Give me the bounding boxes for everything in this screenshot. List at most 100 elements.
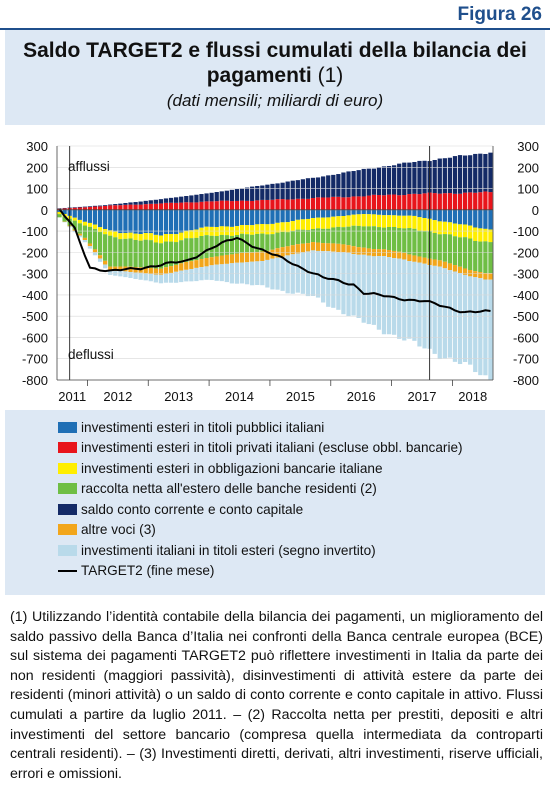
chart-title: Saldo TARGET2 e flussi cumulati della bi… (5, 38, 545, 88)
bar-segment (244, 209, 250, 226)
x-tick-label: 2014 (225, 389, 254, 404)
bar-segment (143, 273, 148, 281)
bar-segment (280, 209, 285, 223)
bar-segment (194, 229, 199, 238)
bar-segment (473, 153, 478, 193)
bar-segment (300, 209, 306, 220)
bar-segment (473, 240, 478, 272)
bar-segment (437, 266, 442, 360)
bar-segment (255, 251, 260, 262)
bar-segment (417, 160, 422, 195)
legend-item: investimenti italiani in titoli esteri (… (58, 540, 376, 560)
bar-segment (468, 276, 473, 365)
bar-segment (361, 254, 366, 323)
bar-segment (204, 266, 209, 280)
legend-swatch (58, 544, 77, 556)
bar-segment (229, 209, 235, 227)
bar-segment (82, 237, 88, 241)
bar-segment (224, 200, 229, 210)
bar-segment (275, 248, 280, 258)
bar-segment (346, 209, 351, 216)
bar-segment (57, 209, 62, 212)
bar-segment (82, 207, 88, 210)
bar-segment (412, 209, 417, 216)
legend-label: investimenti italiani in titoli esteri (… (81, 542, 376, 558)
bar-segment (133, 239, 138, 268)
bar-segment (224, 209, 229, 227)
bar-segment (133, 204, 138, 210)
bar-segment (138, 201, 143, 205)
bar-segment (158, 235, 164, 244)
bar-segment (412, 255, 417, 262)
bar-segment (300, 243, 306, 253)
bar-segment (295, 219, 300, 230)
bar-segment (457, 237, 463, 267)
bar-segment (229, 263, 235, 284)
bar-segment (432, 193, 437, 210)
bar-segment (478, 272, 483, 279)
bar-segment (148, 233, 153, 241)
bar-segment (361, 247, 366, 255)
bar-segment (168, 233, 174, 242)
bar-segment (422, 209, 427, 219)
bar-segment (392, 226, 397, 251)
bar-segment (123, 203, 128, 205)
bar-segment (204, 258, 209, 267)
bar-segment (437, 260, 442, 267)
bar-segment (300, 198, 306, 210)
bar-segment (315, 209, 321, 218)
bar-segment (189, 195, 194, 203)
bar-segment (452, 223, 458, 237)
bar-segment (214, 256, 219, 265)
bar-segment (412, 193, 417, 210)
bar-segment (204, 235, 209, 259)
figure-label: Figura 26 (457, 4, 542, 25)
bar-segment (397, 209, 402, 216)
bar-segment (402, 162, 407, 196)
bar-segment (275, 199, 280, 210)
bar-segment (214, 264, 219, 281)
bar-segment (184, 202, 189, 210)
bar-segment (82, 225, 88, 238)
bar-segment (163, 267, 169, 274)
bar-segment (478, 209, 483, 229)
bar-segment (371, 214, 376, 227)
bar-segment (407, 194, 412, 210)
bar-segment (321, 243, 326, 252)
bar-segment (310, 198, 316, 210)
bar-segment (285, 222, 290, 233)
bar-segment (189, 230, 194, 239)
bar-segment (478, 278, 483, 376)
bar-segment (331, 227, 336, 244)
bar-segment (179, 263, 184, 271)
bar-segment (397, 251, 402, 259)
legend-item: saldo conto corrente e conto capitale (58, 499, 303, 519)
bar-segment (397, 228, 402, 252)
bar-segment (62, 208, 67, 210)
y-tick-label-right: -800 (513, 373, 539, 388)
bar-segment (417, 262, 422, 347)
bar-segment (356, 225, 361, 248)
bar-segment (407, 209, 412, 216)
bar-segment (179, 202, 184, 210)
chart-title-note: (1) (317, 64, 344, 87)
bar-segment (87, 209, 93, 223)
bar-segment (133, 233, 138, 240)
bar-segment (422, 160, 427, 194)
x-tick-label: 2015 (286, 389, 315, 404)
bar-segment (239, 252, 245, 263)
bar-segment (179, 270, 184, 283)
bar-segment (189, 268, 194, 282)
bar-segment (346, 171, 351, 198)
bar-segment (305, 209, 311, 219)
legend-swatch (58, 483, 77, 494)
bar-segment (336, 196, 341, 210)
bar-segment (97, 209, 103, 228)
bar-segment (184, 209, 189, 231)
bar-segment (143, 239, 148, 268)
bar-segment (381, 215, 387, 228)
bar-segment (488, 273, 493, 280)
bar-segment (386, 215, 392, 228)
target2-line (58, 208, 491, 314)
bar-segment (82, 206, 88, 208)
